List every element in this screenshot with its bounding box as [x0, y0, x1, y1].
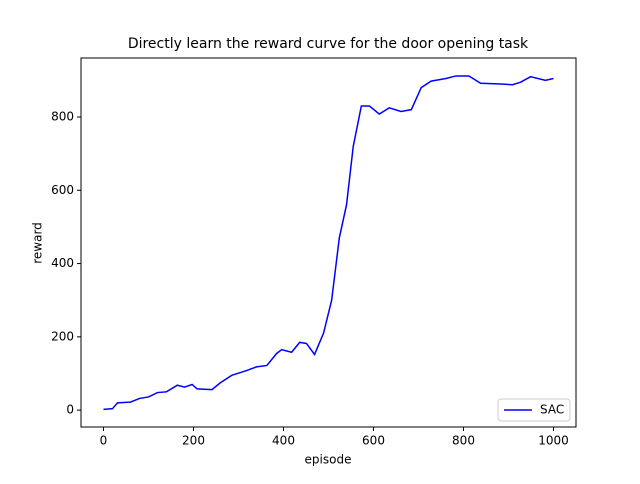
- chart-title: Directly learn the reward curve for the …: [128, 36, 529, 52]
- legend-box: [497, 398, 571, 422]
- y-tick-label: 0: [66, 403, 74, 417]
- x-axis-label: episode: [305, 453, 352, 467]
- y-axis-label: reward: [31, 222, 45, 264]
- y-tick-label: 400: [51, 256, 74, 270]
- y-tick-label: 800: [51, 109, 74, 123]
- x-tick-label: 200: [182, 434, 205, 448]
- plot-frame: [80, 57, 577, 428]
- x-tick-label: 1000: [538, 434, 569, 448]
- x-tick-label: 600: [362, 434, 385, 448]
- y-tick-label: 200: [51, 329, 74, 343]
- legend-label: SAC: [540, 403, 564, 417]
- x-tick-label: 0: [100, 434, 108, 448]
- line-series: [103, 75, 554, 411]
- x-tick-label: 400: [272, 434, 295, 448]
- x-tick-label: 800: [452, 434, 475, 448]
- legend: SAC: [497, 398, 571, 422]
- y-tick-label: 600: [51, 183, 74, 197]
